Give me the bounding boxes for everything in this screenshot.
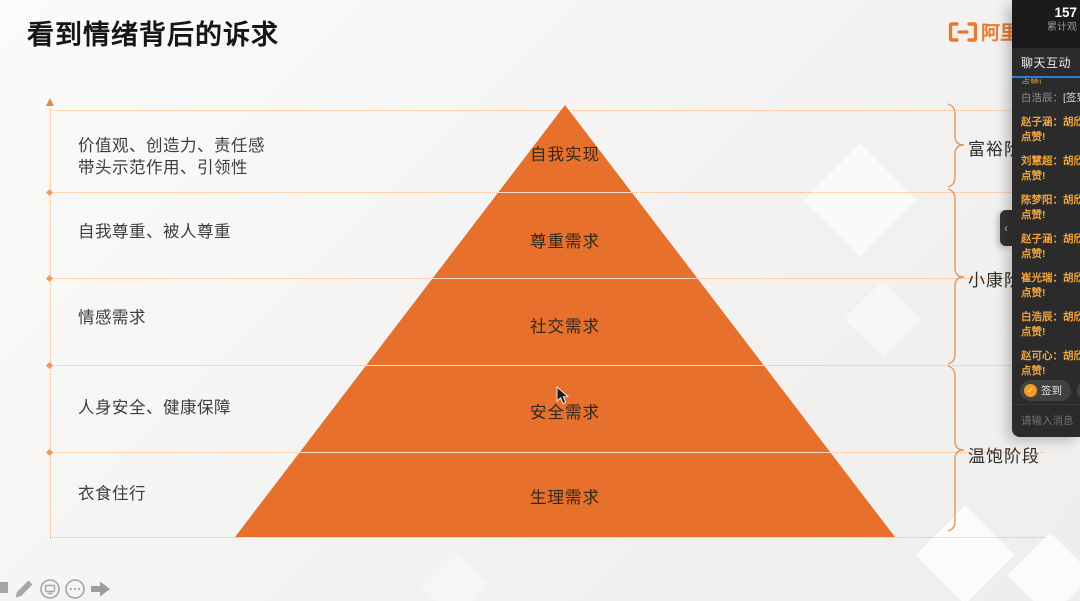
chat-message: 赵可心：胡欣 点赞!: [1021, 350, 1080, 376]
presentation-icon[interactable]: [39, 578, 61, 600]
bracket-dash-logo-icon: [948, 21, 978, 42]
guide-line: [50, 110, 1045, 111]
pyramid-level-label: 自我实现: [530, 146, 600, 164]
level-description: 自我尊重、被人尊重: [78, 223, 231, 241]
chat-message-signin: 白浩辰：[签到]: [1021, 92, 1080, 104]
brand-logo: 阿里: [948, 18, 1019, 45]
clipped-message: 点赞!: [1021, 78, 1042, 84]
guide-vertical-line: [50, 108, 51, 537]
chat-sidebar-panel: 157 累计观 聊天互动 点赞! 白浩辰：[签到] 赵子涵：胡欣 点赞! 刘慧超…: [1012, 0, 1080, 437]
stage-label-basic: 温饱阶段: [968, 447, 1040, 466]
viewer-count: 157: [1054, 5, 1077, 20]
chat-sidebar: ‹ 157 累计观 聊天互动 点赞! 白浩辰：[签到] 赵子涵：胡欣 点赞!: [1000, 0, 1080, 437]
pyramid-divider: [235, 365, 895, 366]
background-decor: [419, 549, 491, 601]
level-description: 人身安全、健康保障: [78, 399, 231, 417]
sign-in-icon: ✓: [1024, 383, 1037, 397]
chat-message: 白浩辰：胡欣 点赞!: [1021, 311, 1080, 338]
partial-square-icon[interactable]: [0, 582, 8, 593]
tab-chat-interaction[interactable]: 聊天互动: [1021, 56, 1072, 70]
pyramid-level-label: 尊重需求: [530, 233, 600, 251]
guide-tick: [45, 188, 54, 197]
guide-tick: [45, 274, 54, 283]
chat-message: 刘慧超：胡欣 点赞!: [1021, 155, 1080, 182]
background-decor: [844, 280, 922, 358]
background-decor: [1007, 532, 1080, 601]
chat-message-list[interactable]: 点赞! 白浩辰：[签到] 赵子涵：胡欣 点赞! 刘慧超：胡欣 点赞! 陈梦阳：胡…: [1012, 78, 1080, 376]
stage-braces: [947, 103, 965, 532]
viewer-stats: 157 累计观: [1012, 0, 1080, 48]
viewer-caption: 累计观: [1047, 22, 1077, 33]
guide-line: [50, 537, 1045, 538]
guide-arrow-icon: [46, 98, 54, 106]
more-options-icon[interactable]: [64, 578, 86, 600]
guide-tick: [45, 361, 54, 370]
pyramid-level-label: 生理需求: [530, 489, 600, 507]
brand-text: 阿里: [981, 23, 1020, 44]
background-decor: [803, 143, 917, 257]
pyramid-level-label: 社交需求: [530, 318, 600, 336]
sign-in-button[interactable]: ✓ 签到: [1020, 379, 1071, 401]
chevron-left-icon: ‹: [1004, 221, 1008, 235]
chat-message: 崔光瑞：胡欣 点赞!: [1021, 272, 1080, 299]
chat-input[interactable]: [1012, 405, 1080, 437]
sidebar-collapse-button[interactable]: ‹: [1000, 210, 1012, 246]
second-action-button[interactable]: ✓: [1077, 379, 1080, 401]
sidebar-tabs: 聊天互动: [1012, 48, 1080, 78]
pyramid-divider: [235, 192, 895, 193]
slide-title: 看到情绪背后的诉求: [27, 20, 279, 50]
pyramid-level-label: 安全需求: [530, 404, 600, 422]
pyramid-divider: [235, 278, 895, 279]
pencil-icon[interactable]: [13, 578, 35, 600]
guide-tick: [45, 448, 54, 457]
pyramid-divider: [235, 452, 895, 453]
tab-active-indicator: [1012, 76, 1080, 78]
mouse-cursor: [556, 386, 570, 405]
chat-message: 赵子涵：胡欣 点赞!: [1021, 116, 1080, 143]
chat-input-row: [1012, 404, 1080, 437]
level-description: 情感需求: [78, 309, 146, 327]
next-arrow-icon[interactable]: [89, 578, 113, 600]
quick-action-buttons: ✓ 签到 ✓: [1012, 376, 1080, 404]
level-description: 衣食住行: [78, 485, 146, 503]
needs-pyramid: 自我实现 尊重需求 社交需求 安全需求 生理需求: [235, 105, 895, 537]
chat-message: 赵子涵：胡欣 点赞!: [1021, 233, 1080, 260]
level-description: 价值观、创造力、责任感 带头示范作用、引领性: [78, 137, 265, 177]
chat-message: 陈梦阳：胡欣 点赞!: [1021, 194, 1080, 221]
